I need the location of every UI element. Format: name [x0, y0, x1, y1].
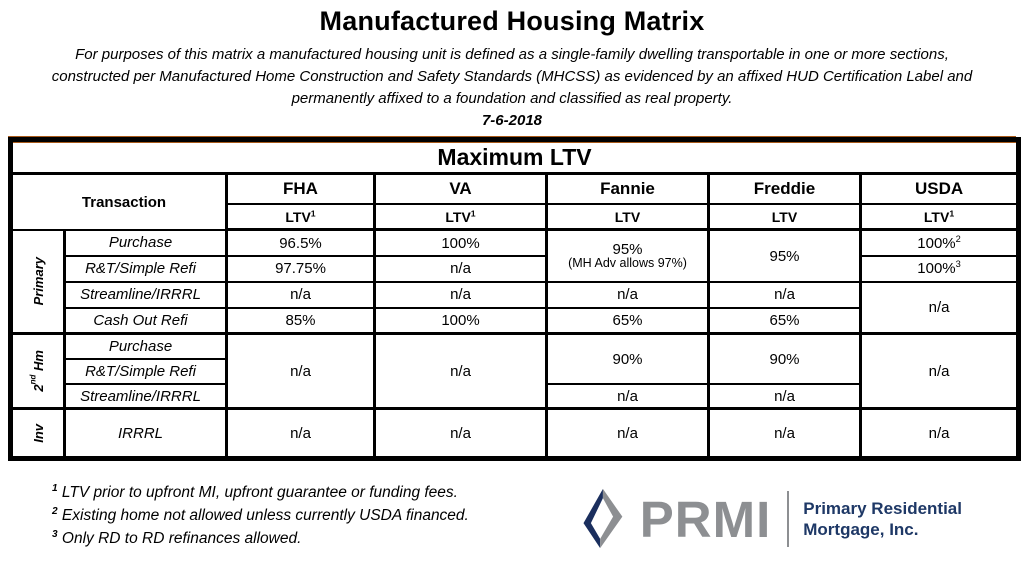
footnote-3: 3 Only RD to RD refinances allowed. [52, 529, 302, 548]
row-label-primary-streamline: Streamline/IRRRL [63, 280, 228, 309]
effective-date: 7-6-2018 [481, 112, 543, 130]
cell-primary-purchase-rt-freddie: 95% [707, 228, 862, 283]
prmi-logo: PRMI Primary Residential Mortgage, Inc. [578, 488, 962, 550]
cell-2ndhm-streamline-freddie: n/a [707, 382, 862, 410]
cell-2ndhm-usda: n/a [858, 332, 1021, 410]
document-header: Manufactured Housing Matrix For purposes… [0, 0, 1024, 129]
document-footer: 1 LTV prior to upfront MI, upfront guara… [0, 482, 1024, 551]
row-label-primary-purchase: Purchase [63, 228, 228, 257]
cell-2ndhm-purchase-rt-freddie: 90% [707, 332, 862, 385]
col-header-freddie: Freddie [707, 172, 862, 205]
col-header-va: VA [373, 172, 548, 205]
cell-primary-purchase-fha: 96.5% [225, 228, 376, 257]
table-caption: Maximum LTV [8, 138, 1021, 176]
matrix-table: Maximum LTV Transaction FHA VA Fannie Fr… [8, 137, 1022, 462]
row-label-2ndhm-rt-refi: R&T/Simple Refi [63, 357, 228, 385]
cell-inv-irrrl-fannie: n/a [545, 407, 710, 460]
subheader-fannie-ltv: LTV [545, 202, 710, 232]
cell-primary-rt-fha: 97.75% [225, 254, 376, 283]
row-label-primary-cashout: Cash Out Refi [63, 306, 228, 335]
cell-primary-purchase-usda: 100%2 [858, 228, 1021, 257]
logo-divider [787, 491, 790, 548]
row-label-2ndhm-purchase: Purchase [63, 332, 228, 360]
section-label-second-home: 2nd Hm [9, 332, 66, 410]
cell-primary-streamline-freddie: n/a [707, 280, 862, 309]
cell-primary-cashout-fannie: 65% [545, 306, 710, 335]
cell-primary-rt-usda: 100%3 [858, 254, 1021, 283]
cell-primary-cashout-freddie: 65% [707, 306, 862, 335]
cell-primary-cashout-va: 100% [373, 306, 548, 335]
cell-primary-purchase-rt-fannie: 95% (MH Adv allows 97%) [545, 228, 710, 283]
footnotes: 1 LTV prior to upfront MI, upfront guara… [52, 482, 469, 551]
prmi-brand-text: PRMI [639, 490, 772, 548]
row-label-inv-irrrl: IRRRL [63, 407, 228, 460]
cell-inv-irrrl-va: n/a [373, 407, 548, 460]
col-header-usda: USDA [858, 172, 1021, 205]
page-title: Manufactured Housing Matrix [319, 6, 705, 36]
cell-primary-streamline-va: n/a [373, 280, 548, 309]
subheader-usda-ltv: LTV1 [858, 202, 1021, 232]
matrix-table-frame: Maximum LTV Transaction FHA VA Fannie Fr… [8, 136, 1022, 462]
subheader-va-ltv: LTV1 [373, 202, 548, 232]
section-label-primary: Primary [9, 228, 66, 335]
subheader-freddie-ltv: LTV [707, 202, 862, 232]
cell-2ndhm-streamline-fannie: n/a [545, 382, 710, 410]
cell-primary-cashout-fha: 85% [225, 306, 376, 335]
cell-inv-irrrl-usda: n/a [858, 407, 1021, 460]
row-label-primary-rt-refi: R&T/Simple Refi [63, 254, 228, 283]
footnote-1: 1 LTV prior to upfront MI, upfront guara… [52, 483, 458, 502]
cell-primary-purchase-va: 100% [373, 228, 548, 257]
transaction-column-header: Transaction [9, 172, 228, 231]
definition-paragraph: For purposes of this matrix a manufactur… [51, 46, 973, 107]
cell-primary-streamline-fha: n/a [225, 280, 376, 309]
cell-primary-streamline-cashout-usda: n/a [858, 280, 1021, 335]
cell-inv-irrrl-fha: n/a [225, 407, 376, 460]
cell-primary-rt-va: n/a [373, 254, 548, 283]
cell-inv-irrrl-freddie: n/a [707, 407, 862, 460]
section-label-investment: Inv [9, 407, 66, 460]
cell-2ndhm-fha: n/a [225, 332, 376, 410]
prmi-diamond-icon [583, 489, 623, 549]
row-label-2ndhm-streamline: Streamline/IRRRL [63, 382, 228, 410]
col-header-fha: FHA [225, 172, 376, 205]
cell-2ndhm-purchase-rt-fannie: 90% [545, 332, 710, 385]
col-header-fannie: Fannie [545, 172, 710, 205]
company-name: Primary Residential Mortgage, Inc. [803, 499, 962, 540]
subheader-fha-ltv: LTV1 [225, 202, 376, 232]
cell-primary-streamline-fannie: n/a [545, 280, 710, 309]
cell-2ndhm-va: n/a [373, 332, 548, 410]
footnote-2: 2 Existing home not allowed unless curre… [52, 506, 469, 525]
